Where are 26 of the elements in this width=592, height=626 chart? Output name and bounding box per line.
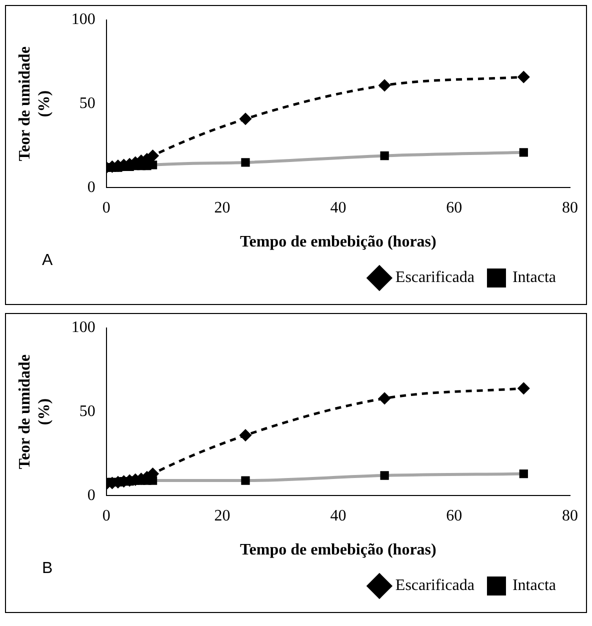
legend-label: Intacta: [512, 577, 556, 594]
x-tick-label: 80: [562, 507, 578, 524]
legend-label: Escarificada: [395, 577, 474, 594]
y-tick-label: 0: [87, 486, 96, 504]
legend-label: Intacta: [512, 269, 556, 286]
x-tick-label: 40: [330, 199, 346, 216]
x-tick-label: 0: [102, 199, 110, 216]
x-tick-label: 20: [214, 507, 230, 524]
x-axis-title: Tempo de embebição (horas): [240, 234, 436, 251]
x-axis-title: Tempo de embebição (horas): [240, 542, 436, 559]
y-tick-label: 100: [71, 11, 96, 28]
x-tick-label: 0: [102, 507, 110, 524]
text: B: [42, 560, 53, 578]
x-tick-label: 60: [446, 199, 462, 216]
y-tick-label: 50: [79, 95, 96, 112]
x-tick-label: 20: [214, 199, 230, 216]
text: A: [42, 252, 53, 270]
y-tick-label: 50: [79, 403, 96, 420]
y-tick-label: 100: [71, 319, 96, 336]
x-tick-label: 60: [446, 507, 462, 524]
y-axis-title: Teor de umidade (%): [16, 354, 53, 470]
y-axis-title: Teor de umidade (%): [16, 46, 53, 162]
legend-label: Escarificada: [395, 269, 474, 286]
y-tick-label: 0: [87, 178, 96, 196]
x-tick-label: 40: [330, 507, 346, 524]
x-tick-label: 80: [562, 199, 578, 216]
